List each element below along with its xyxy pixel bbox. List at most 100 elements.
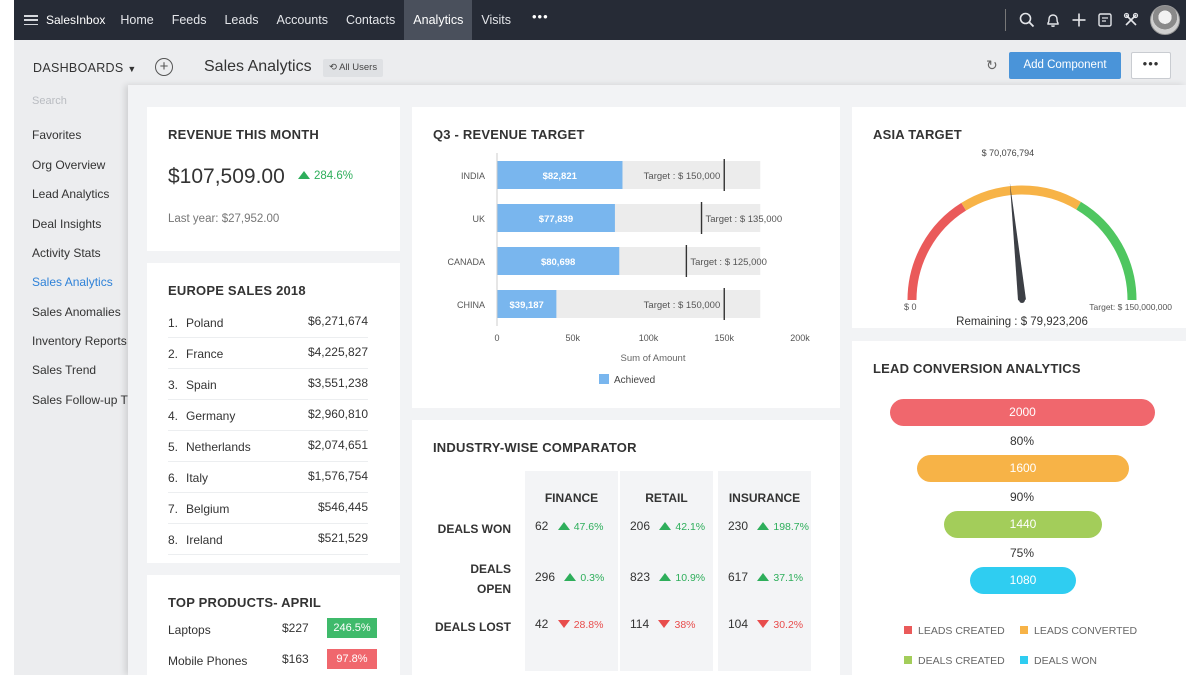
nav-tab-contacts[interactable]: Contacts (345, 13, 396, 27)
comparator-column-header: RETAIL (645, 491, 688, 505)
europe-value: $4,225,827 (307, 345, 368, 359)
trend-down-icon (658, 620, 671, 628)
dashboards-dropdown[interactable]: DASHBOARDS ▼ (33, 61, 137, 75)
europe-value: $521,529 (317, 531, 368, 545)
europe-rank: 5. (168, 440, 179, 454)
x-tick-label: 100k (639, 333, 659, 343)
revenue-title: REVENUE THIS MONTH (168, 127, 319, 142)
sidebar-item-inventory-reports[interactable]: Inventory Reports (32, 334, 127, 348)
nav-tab-visits[interactable]: Visits (481, 13, 511, 27)
nav-more-button[interactable]: ••• (531, 9, 549, 24)
europe-value: $2,960,810 (307, 407, 368, 421)
achieved-bar[interactable] (497, 204, 615, 232)
users-icon: ⟲ (329, 62, 337, 73)
sidebar-item-sales-anomalies[interactable]: Sales Anomalies (32, 305, 121, 319)
product-row: Laptops $227 246.5% (168, 616, 378, 642)
funnel-legend-item[interactable]: DEALS WON (1020, 655, 1097, 667)
funnel-stage[interactable]: 1080 (970, 567, 1076, 594)
search-icon[interactable] (1014, 0, 1040, 40)
comparator-change: 30.2% (773, 619, 804, 631)
sidebar-search-input[interactable]: Search (32, 95, 67, 107)
sidebar-item-lead-analytics[interactable]: Lead Analytics (32, 187, 110, 201)
nav-tab-home[interactable]: Home (120, 13, 154, 27)
funnel-legend-item[interactable]: LEADS CREATED (904, 625, 1005, 637)
comparator-row-label-line: OPEN (476, 582, 511, 596)
x-tick-label: 50k (565, 333, 580, 343)
add-icon[interactable] (1066, 0, 1092, 40)
category-label: CANADA (447, 257, 485, 267)
funnel-stage[interactable]: 1600 (917, 455, 1129, 482)
achieved-bar[interactable] (497, 290, 557, 318)
q3-revenue-target-card[interactable]: Q3 - REVENUE TARGET INDIA $82,821 Target :… (412, 107, 840, 408)
comparator-change: 28.8% (573, 619, 604, 631)
sidebar-item-sales-analytics[interactable]: Sales Analytics (32, 275, 113, 289)
comparator-change: 37.1% (773, 572, 804, 584)
add-dashboard-icon[interactable]: + (155, 58, 173, 76)
asia-target-card[interactable]: ASIA TARGET $ 70,076,794 $ 0 Target: $ 150… (852, 107, 1186, 328)
sidebar: Search Favorites Org Overview Lead Analy… (14, 88, 132, 675)
achieved-bar[interactable] (497, 247, 620, 275)
lead-conversion-card[interactable]: LEAD CONVERSION ANALYTICS 2000 1600 1440 10… (852, 341, 1186, 675)
sidebar-item-deal-insights[interactable]: Deal Insights (32, 217, 102, 231)
brand-name[interactable]: SalesInbox (46, 13, 106, 27)
funnel-stage[interactable]: 1440 (944, 511, 1102, 538)
europe-rank: 6. (168, 471, 179, 485)
comparator-row-label: DEALS WON (412, 519, 511, 539)
trend-up-icon (557, 522, 570, 530)
menu-icon[interactable] (24, 15, 38, 25)
achieved-bar[interactable] (497, 161, 623, 189)
europe-country: Spain (186, 378, 217, 392)
funnel-stage[interactable]: 2000 (890, 399, 1155, 426)
top-products-card[interactable]: TOP PRODUCTS- APRIL Laptops $227 246.5% Mob… (147, 575, 400, 675)
gauge-remaining: Remaining : $ 79,923,206 (956, 316, 1088, 328)
all-users-badge[interactable]: ⟲ All Users (323, 59, 384, 77)
nav-tab-accounts[interactable]: Accounts (276, 13, 328, 27)
europe-value: $3,551,238 (307, 376, 368, 390)
tools-icon[interactable] (1118, 0, 1144, 40)
legend-swatch (904, 626, 912, 634)
note-icon[interactable] (1092, 0, 1118, 40)
revenue-change: 284.6% (298, 170, 353, 182)
gauge-orange-segment (961, 185, 1081, 211)
x-tick-label: 150k (714, 333, 734, 343)
nav-tab-feeds[interactable]: Feeds (171, 13, 207, 27)
value-label: $39,187 (510, 300, 544, 311)
funnel-legend-item[interactable]: LEADS CONVERTED (1020, 625, 1137, 637)
refresh-icon[interactable]: ↻ (986, 57, 998, 73)
dashboard-header: DASHBOARDS ▼ + Sales Analytics ⟲ All Use… (14, 40, 1186, 88)
sidebar-item-sales-follow-up[interactable]: Sales Follow-up T (32, 393, 128, 407)
add-component-button[interactable]: Add Component (1009, 52, 1121, 79)
product-name: Mobile Phones (168, 654, 248, 668)
dashboard-content: REVENUE THIS MONTH $107,509.00 284.6% La… (128, 85, 1186, 675)
europe-row: 2. France $4,225,827 (168, 338, 368, 369)
comparator-cell: 617 37.1% (728, 570, 803, 584)
sidebar-item-favorites[interactable]: Favorites (32, 128, 82, 142)
europe-row: 5. Netherlands $2,074,651 (168, 431, 368, 462)
nav-tab-leads[interactable]: Leads (224, 13, 259, 27)
funnel-legend-item[interactable]: DEALS CREATED (904, 655, 1005, 667)
legend-label[interactable]: Achieved (614, 375, 655, 386)
comparator-value: 206 (630, 519, 651, 533)
product-change-badge: 97.8% (327, 649, 377, 669)
gauge-green-segment (1076, 201, 1137, 301)
europe-sales-card[interactable]: EUROPE SALES 2018 1. Poland $6,271,674 2. Fr… (147, 263, 400, 563)
bell-icon[interactable] (1040, 0, 1066, 40)
sidebar-item-sales-trend[interactable]: Sales Trend (32, 363, 97, 377)
comparator-change: 10.9% (675, 572, 706, 584)
trend-down-icon (557, 620, 570, 628)
asia-title: ASIA TARGET (873, 127, 962, 142)
q3-title: Q3 - REVENUE TARGET (433, 127, 585, 142)
legend-swatch (1020, 626, 1028, 634)
industry-comparator-card[interactable]: INDUSTRY-WISE COMPARATOR FINANCE RETAIL IN… (412, 420, 840, 675)
target-label: Target : $ 150,000 (644, 300, 721, 311)
revenue-card[interactable]: REVENUE THIS MONTH $107,509.00 284.6% La… (147, 107, 400, 251)
nav-tab-analytics[interactable]: Analytics (404, 0, 473, 40)
trend-up-icon (757, 573, 770, 581)
user-avatar[interactable] (1150, 5, 1180, 35)
more-options-button[interactable]: ••• (1131, 52, 1171, 79)
sidebar-item-org-overview[interactable]: Org Overview (32, 158, 106, 172)
europe-rank: 7. (168, 502, 179, 516)
sidebar-item-activity-stats[interactable]: Activity Stats (32, 246, 101, 260)
target-label: Target : $ 135,000 (706, 214, 783, 225)
comparator-title: INDUSTRY-WISE COMPARATOR (433, 440, 637, 455)
